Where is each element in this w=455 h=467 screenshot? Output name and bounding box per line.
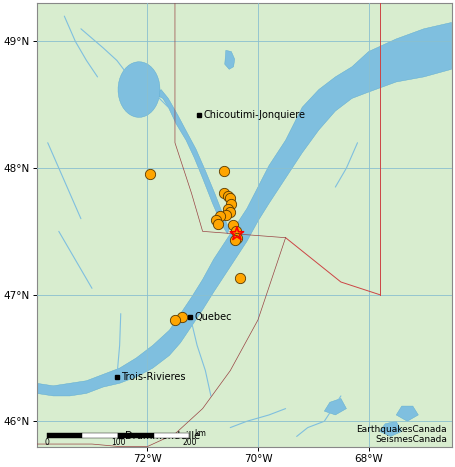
Point bbox=[224, 192, 231, 200]
Text: 100: 100 bbox=[111, 438, 125, 446]
Point bbox=[178, 314, 185, 321]
Polygon shape bbox=[118, 62, 160, 117]
Point bbox=[228, 200, 235, 207]
Text: Drummondville: Drummondville bbox=[125, 432, 200, 441]
Point bbox=[222, 211, 229, 219]
Polygon shape bbox=[396, 406, 418, 421]
Point bbox=[231, 236, 238, 244]
Point bbox=[214, 220, 222, 227]
Text: Chicoutimi-Jonquiere: Chicoutimi-Jonquiere bbox=[203, 110, 305, 120]
Point bbox=[229, 221, 237, 229]
Text: 200: 200 bbox=[182, 438, 197, 446]
Text: EarthquakesCanada
SeismesCanada: EarthquakesCanada SeismesCanada bbox=[356, 425, 447, 444]
Bar bbox=[82, 433, 118, 438]
Point bbox=[233, 230, 241, 238]
Polygon shape bbox=[379, 421, 402, 437]
Bar bbox=[154, 433, 189, 438]
Polygon shape bbox=[37, 22, 451, 396]
Point bbox=[172, 316, 179, 324]
Bar bbox=[118, 433, 154, 438]
Polygon shape bbox=[324, 398, 346, 415]
Bar bbox=[46, 433, 82, 438]
Point bbox=[147, 170, 154, 178]
Point bbox=[227, 195, 234, 202]
Point bbox=[217, 212, 224, 220]
Point bbox=[224, 205, 231, 212]
Point bbox=[220, 167, 227, 174]
Text: Trois-Rivieres: Trois-Rivieres bbox=[121, 372, 186, 382]
Text: Quebec: Quebec bbox=[195, 312, 233, 322]
Point bbox=[213, 216, 220, 224]
Point bbox=[232, 227, 239, 235]
Text: km: km bbox=[194, 429, 206, 438]
Point bbox=[233, 234, 241, 241]
Point bbox=[227, 209, 234, 216]
Polygon shape bbox=[156, 90, 229, 234]
Text: 0: 0 bbox=[44, 438, 49, 446]
Point bbox=[237, 275, 244, 282]
Point bbox=[220, 190, 227, 197]
Polygon shape bbox=[225, 50, 235, 69]
